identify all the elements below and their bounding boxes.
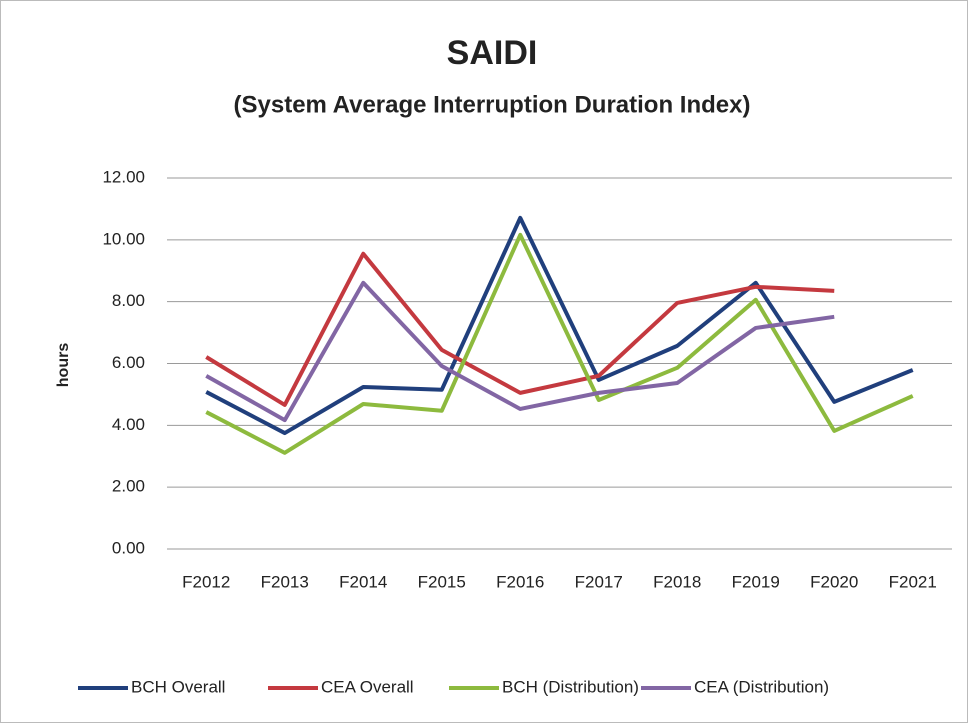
series-line [205, 215, 914, 436]
x-tick-label: F2019 [732, 572, 780, 591]
y-axis-title: hours [55, 343, 72, 388]
x-tick-label: F2012 [182, 572, 230, 591]
x-tick-label: F2021 [889, 572, 937, 591]
x-tick-label: F2014 [339, 572, 387, 591]
y-tick-label: 0.00 [112, 538, 145, 557]
x-tick-label: F2013 [261, 572, 309, 591]
chart-title: SAIDI [447, 34, 538, 72]
y-tick-label: 2.00 [112, 477, 145, 496]
chart-subtitle: (System Average Interruption Duration In… [234, 91, 751, 118]
y-tick-label: 6.00 [112, 353, 145, 372]
y-tick-label: 10.00 [102, 229, 145, 248]
x-tick-label: F2018 [653, 572, 701, 591]
series-line [205, 251, 835, 407]
series-line [205, 280, 835, 423]
legend-label: CEA (Distribution) [694, 677, 829, 696]
legend-label: BCH Overall [131, 677, 225, 696]
legend-label: BCH (Distribution) [502, 677, 639, 696]
series-line [205, 232, 914, 455]
legend-label: CEA Overall [321, 677, 414, 696]
y-tick-label: 12.00 [102, 167, 145, 186]
x-tick-label: F2015 [418, 572, 466, 591]
x-tick-label: F2016 [496, 572, 544, 591]
x-tick-label: F2020 [810, 572, 858, 591]
y-tick-label: 8.00 [112, 291, 145, 310]
x-tick-label: F2017 [575, 572, 623, 591]
y-tick-label: 4.00 [112, 415, 145, 434]
